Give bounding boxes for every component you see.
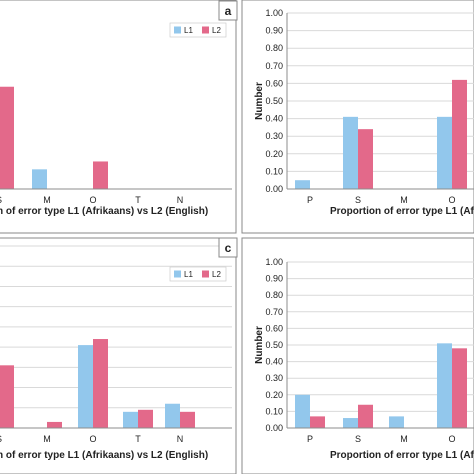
y-tick-label: 0.90	[265, 274, 283, 284]
bar-l2-t	[138, 409, 153, 428]
legend: L1 L2	[169, 266, 227, 282]
bar-l2-s	[0, 86, 14, 189]
x-tick-label: N	[177, 195, 184, 205]
x-tick-label: M	[400, 434, 408, 444]
legend-label-l1: L1	[184, 270, 193, 279]
y-tick-label: 0.10	[265, 406, 283, 416]
bar-l1-t	[123, 411, 138, 428]
legend-swatch-l1	[174, 270, 181, 278]
legend-label-l2: L2	[212, 270, 221, 279]
y-tick-label: 0.60	[265, 323, 283, 333]
chart-panel-d: 0.00 0.10 0.20 0.30 0.40 0.50 0.60 0.70 0.80 0.90…	[241, 237, 474, 474]
panel-letter: c	[225, 241, 232, 255]
y-tick-label: 0.30	[265, 131, 283, 141]
panel-letter-box	[218, 0, 238, 21]
legend-box	[169, 22, 227, 38]
y-tick-label: 0.30	[265, 373, 283, 383]
bar-l2-o	[452, 348, 467, 428]
panel-letter: a	[225, 4, 232, 18]
bar-l1-m	[389, 416, 404, 428]
legend-swatch-l1	[174, 26, 181, 34]
x-axis-label: n of error type L1 (Afrikaans) vs L2 (En…	[0, 450, 208, 461]
panel-letter-box	[218, 237, 238, 258]
legend-swatch-l2	[202, 26, 209, 34]
bar-l1-p	[295, 180, 310, 189]
y-tick-label: 0.10	[265, 166, 283, 176]
bar-l1-s	[343, 418, 358, 428]
x-tick-label: M	[43, 195, 51, 205]
panel-frame	[0, 0, 237, 234]
y-tick-label: 0.50	[265, 340, 283, 350]
x-axis-label: Proportion of error type L1 (Afrikaans) …	[330, 450, 474, 461]
bar-l2-s	[358, 129, 373, 189]
x-tick-label: M	[43, 434, 51, 444]
x-tick-label: T	[135, 434, 141, 444]
panel-frame	[241, 0, 474, 234]
x-tick-label: M	[400, 195, 408, 205]
bar-l1-s	[343, 116, 358, 189]
y-tick-label: 0.40	[265, 357, 283, 367]
bar-l2-o	[93, 161, 108, 189]
bar-l1-o	[78, 345, 93, 428]
y-tick-label: 0.40	[265, 114, 283, 124]
x-tick-label: S	[0, 195, 2, 205]
x-tick-label: T	[135, 195, 141, 205]
y-tick-label: 1.00	[265, 8, 283, 18]
x-axis-label: n of error type L1 (Afrikaans) vs L2 (En…	[0, 206, 208, 217]
bar-l2-o	[93, 339, 108, 428]
x-tick-label: S	[0, 434, 2, 444]
chart-panel-a: S M O T Nn of error type L1 (Afrikaans) vs L…	[0, 0, 238, 234]
y-tick-label: 0.90	[265, 26, 283, 36]
bar-l2-s	[0, 365, 14, 428]
y-axis-label: Number	[254, 326, 265, 364]
x-tick-label: O	[448, 195, 455, 205]
y-tick-label: 0.20	[265, 149, 283, 159]
bar-l2-s	[358, 404, 373, 428]
legend: L1 L2	[169, 22, 227, 38]
x-tick-label: P	[307, 195, 313, 205]
chart-panel-c: S M O T Nn of error type L1 (Afrikaans) vs L…	[0, 237, 238, 474]
x-tick-label: S	[355, 195, 361, 205]
y-tick-label: 0.00	[265, 423, 283, 433]
y-tick-label: 0.20	[265, 390, 283, 400]
bar-l2-p	[310, 416, 325, 428]
bar-l2-n	[180, 411, 195, 428]
x-tick-label: N	[177, 434, 184, 444]
y-tick-label: 0.70	[265, 307, 283, 317]
x-tick-label: S	[355, 434, 361, 444]
y-axis-label: Number	[254, 82, 265, 120]
bar-l1-m	[32, 169, 47, 189]
y-tick-label: 0.70	[265, 61, 283, 71]
bar-l1-p	[295, 394, 310, 428]
y-tick-label: 1.00	[265, 257, 283, 267]
y-tick-label: 0.80	[265, 290, 283, 300]
x-tick-label: O	[89, 434, 96, 444]
bar-l1-n	[165, 403, 180, 428]
chart-panel-b: 0.00 0.10 0.20 0.30 0.40 0.50 0.60 0.70 0.80 0.90…	[241, 0, 474, 234]
y-tick-label: 0.60	[265, 78, 283, 88]
bar-l1-o	[437, 116, 452, 189]
panel-frame	[241, 237, 474, 474]
y-tick-label: 0.00	[265, 184, 283, 194]
bar-l2-m	[47, 421, 62, 428]
bar-l2-o	[452, 79, 467, 189]
legend-label-l1: L1	[184, 26, 193, 35]
x-tick-label: P	[307, 434, 313, 444]
legend-swatch-l2	[202, 270, 209, 278]
x-axis-label: Proportion of error type L1 (Afrikaans) …	[330, 206, 474, 217]
x-tick-label: O	[448, 434, 455, 444]
x-tick-label: O	[89, 195, 96, 205]
legend-label-l2: L2	[212, 26, 221, 35]
legend-box	[169, 266, 227, 282]
y-tick-label: 0.50	[265, 96, 283, 106]
bar-l1-o	[437, 343, 452, 428]
y-tick-label: 0.80	[265, 43, 283, 53]
